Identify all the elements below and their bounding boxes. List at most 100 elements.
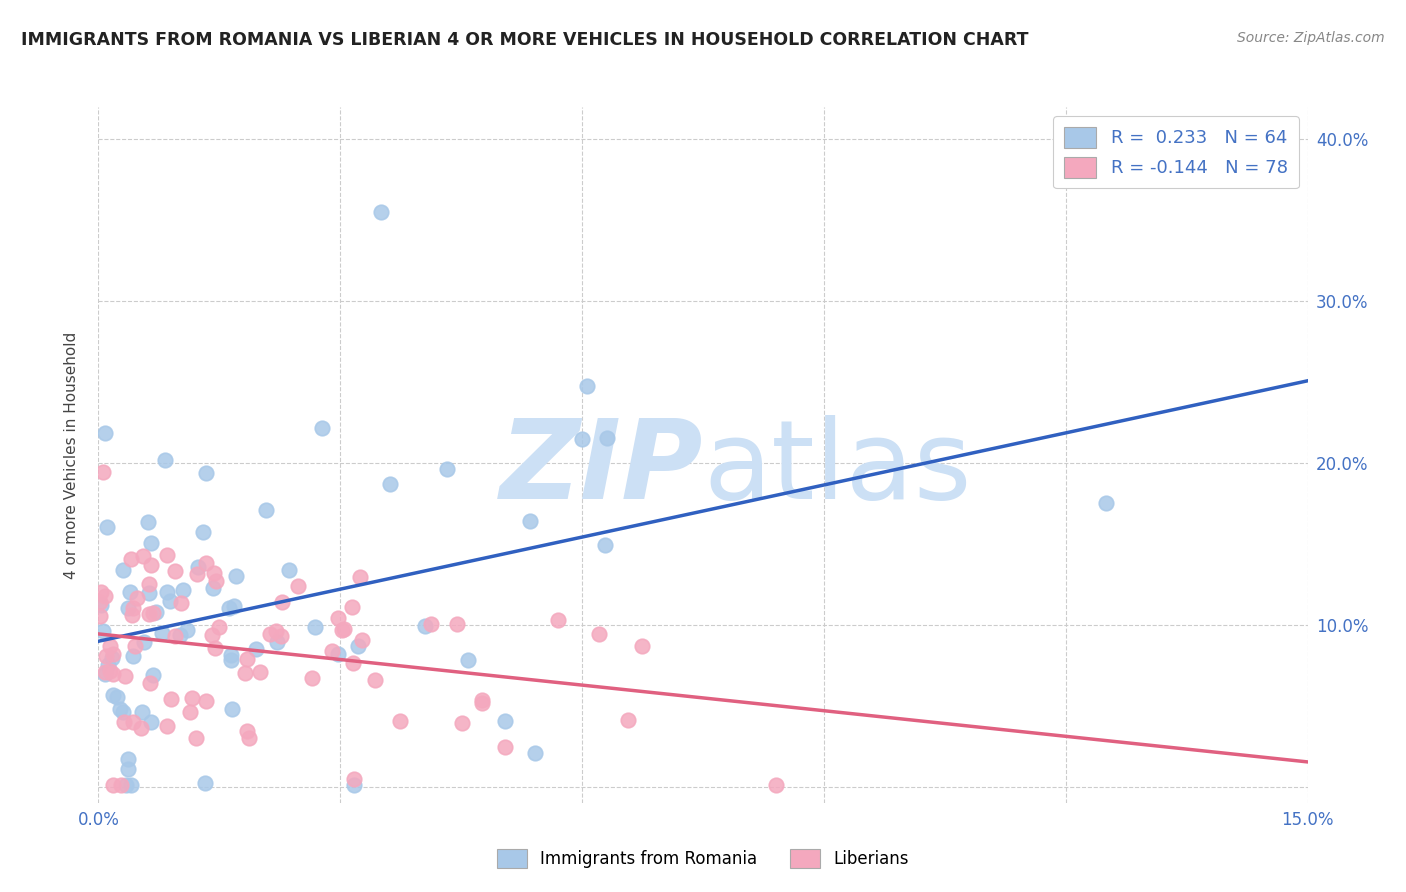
Point xyxy=(98,664,121,678)
Point xyxy=(494,714,516,728)
Point xyxy=(588,627,610,641)
Point xyxy=(156,719,179,733)
Point xyxy=(169,628,191,642)
Point xyxy=(138,607,160,621)
Point xyxy=(122,714,145,729)
Point xyxy=(576,379,599,393)
Point xyxy=(349,570,371,584)
Point xyxy=(304,620,326,634)
Y-axis label: 4 or more Vehicles in Household: 4 or more Vehicles in Household xyxy=(65,331,79,579)
Point xyxy=(446,617,468,632)
Point xyxy=(278,563,301,577)
Point xyxy=(160,692,183,706)
Point xyxy=(494,739,516,754)
Point xyxy=(271,595,294,609)
Point xyxy=(233,666,256,681)
Point xyxy=(114,669,136,683)
Point xyxy=(156,548,179,562)
Point xyxy=(127,591,149,605)
Point xyxy=(201,628,224,642)
Point xyxy=(204,574,226,588)
Point xyxy=(1095,496,1118,510)
Point xyxy=(117,601,139,615)
Point xyxy=(172,583,194,598)
Point xyxy=(388,714,411,729)
Point xyxy=(186,567,208,582)
Point xyxy=(93,589,115,603)
Point xyxy=(94,667,117,681)
Point xyxy=(219,652,242,666)
Point xyxy=(208,620,231,634)
Point xyxy=(346,639,368,653)
Point xyxy=(259,626,281,640)
Point xyxy=(114,778,136,792)
Point xyxy=(330,623,353,637)
Point xyxy=(631,639,654,653)
Point xyxy=(101,778,124,792)
Point xyxy=(134,635,156,649)
Point xyxy=(218,601,240,615)
Point xyxy=(179,705,201,719)
Point xyxy=(101,667,124,681)
Point xyxy=(547,613,569,627)
Point xyxy=(139,536,162,550)
Point xyxy=(249,665,271,680)
Point xyxy=(616,713,638,727)
Point xyxy=(120,585,142,599)
Point xyxy=(96,520,118,534)
Point xyxy=(117,762,139,776)
Point xyxy=(112,706,135,720)
Point xyxy=(110,778,132,792)
Point xyxy=(90,599,112,613)
Point xyxy=(139,558,162,572)
Point xyxy=(101,650,124,665)
Point xyxy=(112,715,135,730)
Point xyxy=(254,502,277,516)
Point xyxy=(765,778,787,792)
Point xyxy=(301,671,323,685)
Text: ZIP: ZIP xyxy=(499,416,703,523)
Point xyxy=(89,595,111,609)
Point xyxy=(321,644,343,658)
Point xyxy=(132,549,155,564)
Point xyxy=(131,705,153,719)
Point xyxy=(110,702,132,716)
Point xyxy=(436,462,458,476)
Point xyxy=(138,577,160,591)
Text: IMMIGRANTS FROM ROMANIA VS LIBERIAN 4 OR MORE VEHICLES IN HOUSEHOLD CORRELATION : IMMIGRANTS FROM ROMANIA VS LIBERIAN 4 OR… xyxy=(21,31,1029,49)
Point xyxy=(524,747,547,761)
Point xyxy=(221,702,243,716)
Point xyxy=(343,778,366,792)
Point xyxy=(195,556,218,570)
Point xyxy=(94,426,117,441)
Point xyxy=(238,731,260,745)
Point xyxy=(364,673,387,688)
Point xyxy=(90,585,112,599)
Point xyxy=(145,606,167,620)
Point xyxy=(202,566,225,580)
Point xyxy=(195,694,218,708)
Point xyxy=(264,624,287,639)
Point xyxy=(122,649,145,664)
Point xyxy=(187,560,209,574)
Point xyxy=(122,601,145,615)
Point xyxy=(91,465,114,479)
Point xyxy=(224,599,246,614)
Point xyxy=(94,665,117,680)
Legend: Immigrants from Romania, Liberians: Immigrants from Romania, Liberians xyxy=(491,842,915,875)
Point xyxy=(120,778,142,792)
Point xyxy=(195,466,218,480)
Point xyxy=(343,772,366,786)
Point xyxy=(170,596,193,610)
Point xyxy=(419,617,441,632)
Point xyxy=(139,714,162,729)
Point xyxy=(103,688,125,702)
Point xyxy=(225,569,247,583)
Point xyxy=(287,579,309,593)
Point xyxy=(270,630,292,644)
Point xyxy=(153,453,176,467)
Point xyxy=(142,607,165,621)
Point xyxy=(571,432,593,446)
Point xyxy=(138,586,160,600)
Point xyxy=(370,205,392,219)
